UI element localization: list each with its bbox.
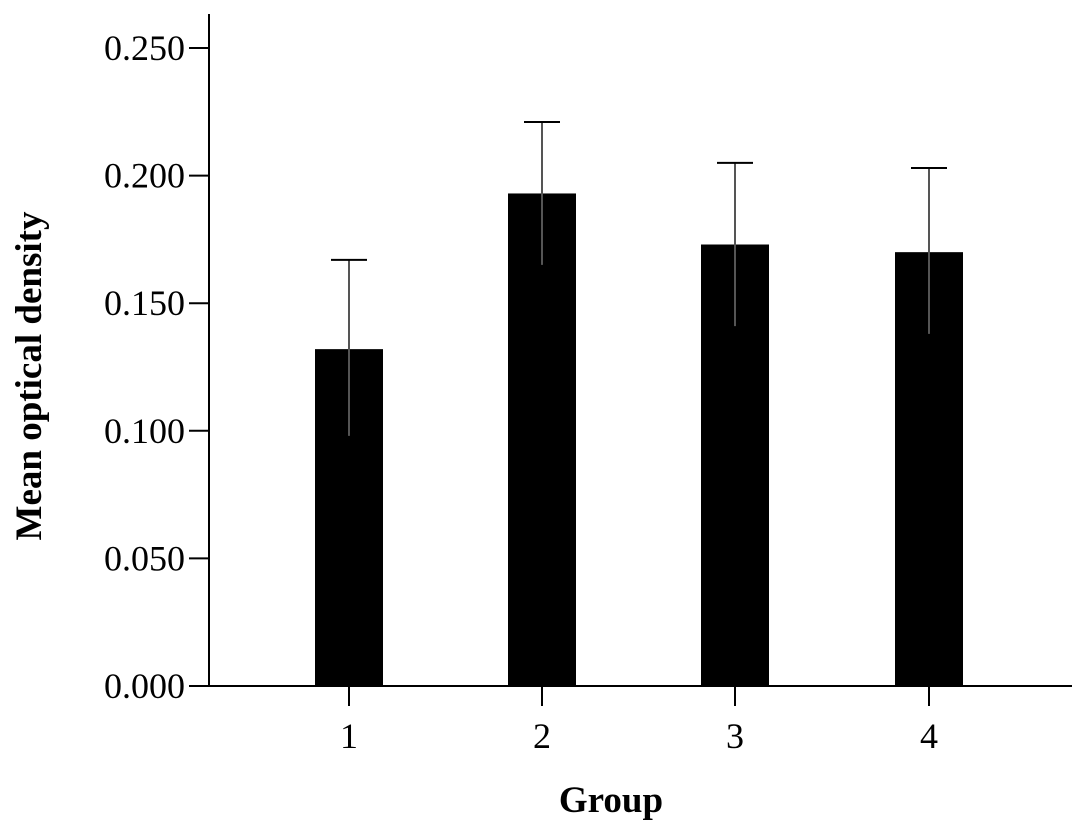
y-tick-label: 0.200 bbox=[104, 156, 185, 196]
x-tick-label: 2 bbox=[533, 716, 551, 756]
x-tick-label: 4 bbox=[920, 716, 938, 756]
error-bars-layer bbox=[331, 121, 947, 436]
y-tick-label: 0.150 bbox=[104, 283, 185, 323]
y-tick-label: 0.100 bbox=[104, 411, 185, 451]
x-tick-label: 1 bbox=[340, 716, 358, 756]
y-tick-label: 0.050 bbox=[104, 538, 185, 578]
bar-group-2 bbox=[508, 193, 576, 687]
x-ticks: 1 2 3 4 bbox=[340, 686, 938, 756]
bars-layer bbox=[315, 193, 963, 687]
axes-layer bbox=[189, 14, 1072, 687]
x-axis-title: Group bbox=[559, 780, 663, 821]
x-tick-label: 3 bbox=[726, 716, 744, 756]
y-ticks: 0.000 0.050 0.100 0.150 0.200 0.250 bbox=[104, 28, 209, 706]
y-axis-title: Mean optical density bbox=[9, 211, 50, 540]
y-tick-label: 0.000 bbox=[104, 666, 185, 706]
y-tick-label: 0.250 bbox=[104, 28, 185, 68]
